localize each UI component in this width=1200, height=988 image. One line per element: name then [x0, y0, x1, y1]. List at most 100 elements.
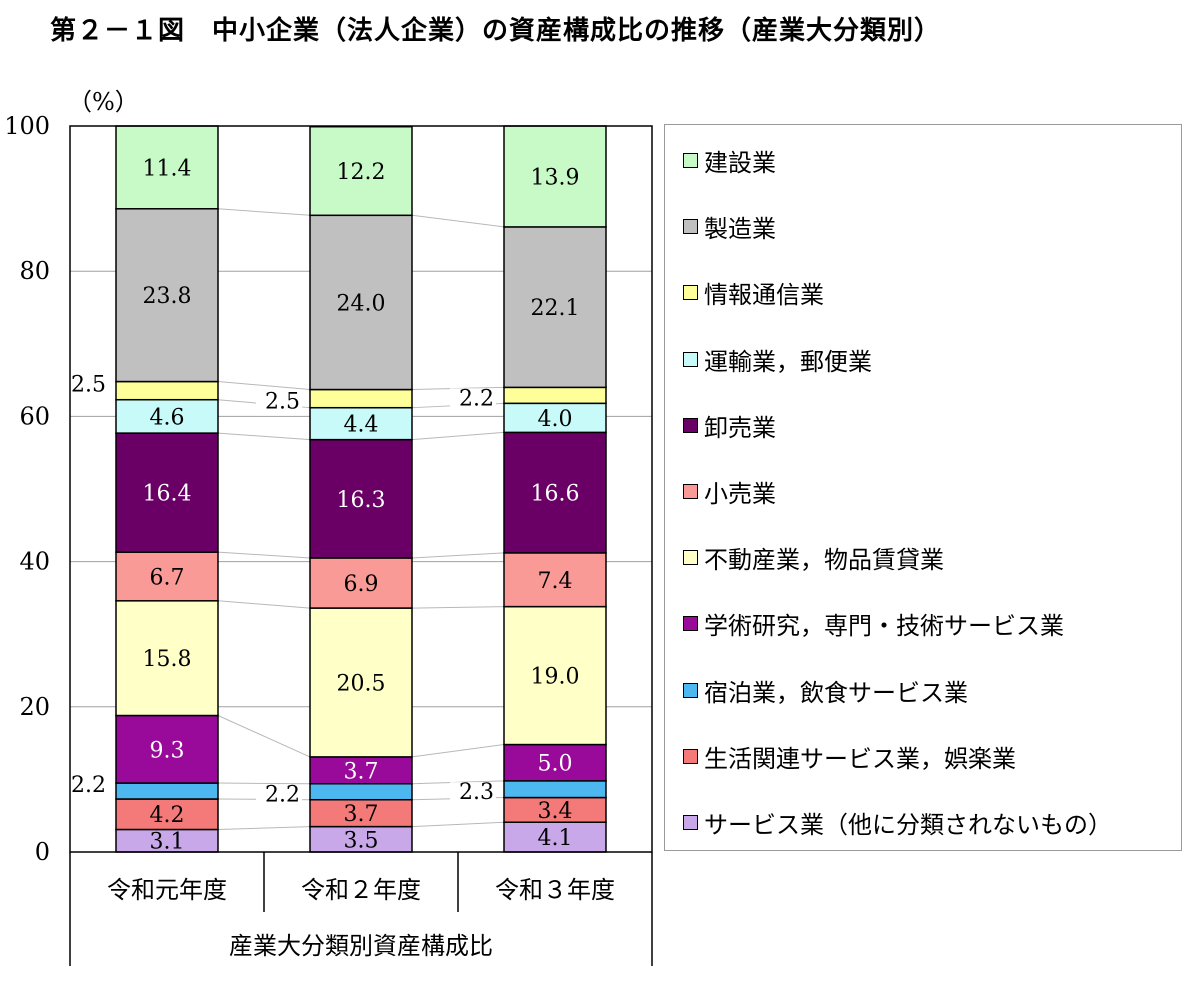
legend-item: 建設業 — [683, 143, 776, 178]
bar-segment — [115, 432, 219, 553]
data-label: 2.2 — [459, 386, 494, 411]
legend-swatch — [683, 616, 698, 632]
data-label: 4.2 — [150, 803, 185, 828]
data-label: 6.9 — [344, 572, 379, 597]
data-label: 7.4 — [538, 569, 573, 594]
bar-segment — [115, 551, 219, 602]
data-label: 24.0 — [337, 291, 386, 316]
legend-swatch — [683, 153, 698, 168]
connector-line — [411, 552, 505, 559]
bar-segment — [503, 226, 607, 389]
data-label: 12.2 — [337, 160, 386, 185]
data-label: 2.5 — [265, 390, 300, 415]
y-tick-label: 20 — [19, 693, 50, 721]
data-label-background — [256, 784, 302, 809]
legend-item: 運輸業，郵便業 — [683, 342, 872, 377]
legend-item: 情報通信業 — [683, 275, 824, 310]
data-label: 4.0 — [538, 407, 573, 432]
data-label: 2.5 — [71, 373, 106, 398]
data-label: 16.4 — [143, 482, 192, 507]
y-tick-label: 0 — [35, 838, 50, 866]
x-axis-label: 産業大分類別資産構成比 — [229, 932, 493, 960]
bar-segment — [503, 743, 607, 782]
chart-title: 第２－１図 中小企業（法人企業）の資産構成比の推移（産業大分類別） — [50, 16, 942, 46]
legend-label: 運輸業，郵便業 — [704, 347, 872, 376]
connector-line — [217, 432, 311, 441]
connector-line — [217, 826, 311, 830]
bar-segment — [115, 208, 219, 383]
bar-segment — [115, 380, 219, 401]
connector-line — [411, 214, 505, 228]
legend-item: 宿泊業，飲食サービス業 — [683, 673, 968, 708]
data-label: 11.4 — [143, 156, 192, 181]
legend-label: 卸売業 — [704, 413, 776, 442]
connector-line — [217, 551, 311, 559]
bar-segment — [309, 438, 413, 559]
legend-label: 宿泊業，飲食サービス業 — [704, 678, 968, 707]
legend-swatch — [683, 219, 698, 235]
legend-label: サービス業（他に分類されないもの） — [704, 811, 1112, 839]
data-label: 6.7 — [150, 565, 185, 590]
bar-segment — [503, 402, 607, 434]
data-label: 3.1 — [150, 830, 185, 855]
bar-segment — [115, 782, 219, 800]
bar-segment — [503, 431, 607, 554]
bar-segment — [503, 605, 607, 746]
bar-segment — [309, 825, 413, 853]
y-tick-label: 80 — [19, 257, 50, 285]
connector-line — [411, 431, 505, 441]
data-label: 19.0 — [531, 665, 580, 690]
y-tick-label: 100 — [4, 112, 50, 140]
legend-item: 小売業 — [683, 474, 776, 509]
bar-segment — [115, 714, 219, 784]
bar-segment — [503, 552, 607, 608]
legend-swatch — [683, 550, 698, 566]
connector-line — [217, 782, 311, 785]
bar-segment — [503, 780, 607, 799]
legend-label: 情報通信業 — [704, 281, 824, 310]
data-label-background — [256, 391, 302, 416]
legend: 建設業 製造業 情報通信業 運輸業，郵便業 卸売業 小売業 不動産業，物品賃貸業 学術研究，専… — [664, 124, 1182, 851]
bar-segment — [309, 388, 413, 409]
connector-line — [217, 600, 311, 609]
connector-line — [411, 821, 505, 828]
data-label: 13.9 — [531, 165, 580, 190]
connector-line — [411, 744, 505, 758]
data-label: 3.5 — [344, 828, 379, 853]
data-label: 16.3 — [337, 488, 386, 513]
legend-label: 製造業 — [704, 215, 776, 244]
legend-swatch — [683, 748, 698, 764]
bar-segment — [309, 557, 413, 609]
legend-swatch — [683, 815, 698, 830]
plot-frame — [69, 125, 653, 853]
legend-item: 製造業 — [683, 209, 776, 244]
legend-label: 小売業 — [704, 480, 776, 508]
bar-segment — [503, 796, 607, 823]
legend-swatch — [683, 484, 698, 499]
data-label: 4.6 — [150, 405, 185, 430]
bar-segment — [309, 756, 413, 785]
x-tick-label: 令和３年度 — [495, 876, 615, 904]
y-tick-label: 40 — [19, 548, 50, 576]
data-label: 9.3 — [150, 738, 185, 763]
legend-label: 不動産業，物品賃貸業 — [704, 546, 944, 575]
data-label: 15.8 — [143, 647, 192, 672]
legend-item: サービス業（他に分類されないもの） — [683, 805, 1112, 840]
bar-segment — [115, 398, 219, 434]
data-label-background — [450, 388, 496, 413]
data-label: 2.3 — [459, 780, 494, 805]
data-label: 22.1 — [531, 296, 580, 321]
bar-segment — [309, 125, 413, 217]
x-tick-label: 令和２年度 — [301, 876, 421, 904]
data-label: 20.5 — [337, 671, 386, 696]
legend-swatch — [683, 351, 698, 367]
legend-label: 生活関連サービス業，娯楽業 — [704, 744, 1016, 773]
legend-label: 建設業 — [704, 149, 776, 177]
data-label: 3.7 — [344, 759, 379, 784]
data-label-background — [450, 782, 496, 807]
legend-item: 不動産業，物品賃貸業 — [683, 540, 944, 575]
data-label: 16.6 — [531, 482, 580, 507]
data-label: 2.2 — [265, 783, 300, 808]
legend-item: 生活関連サービス業，娯楽業 — [683, 739, 1016, 774]
